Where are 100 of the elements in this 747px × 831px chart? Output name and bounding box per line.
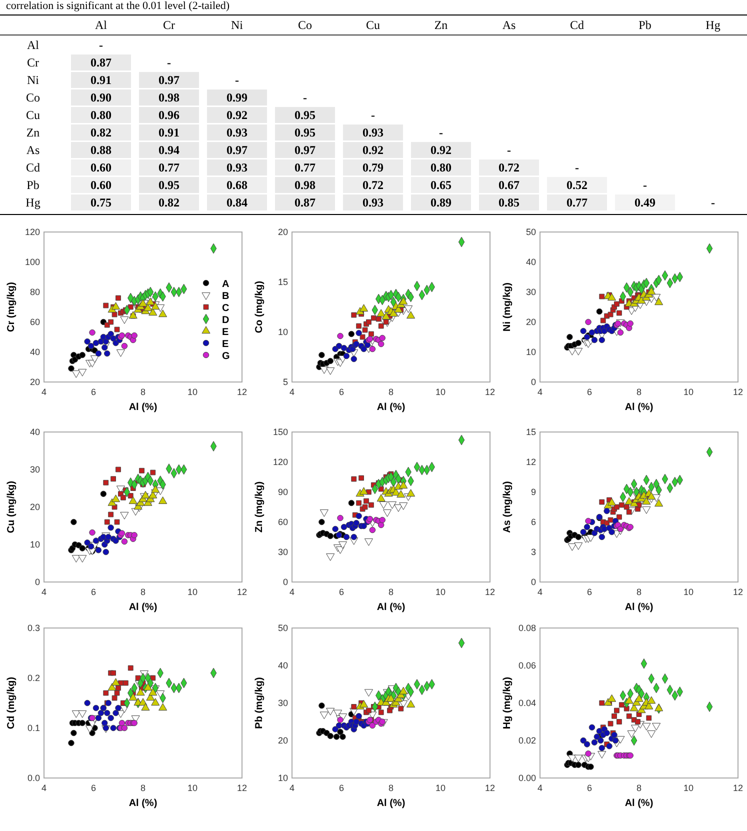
y-axis-title: Cu (mg/kg) [6, 480, 17, 534]
legend-label: A [222, 279, 230, 290]
y-tick-label: 6 [530, 517, 536, 527]
text: - [575, 160, 579, 174]
x-tick-label: Zn [434, 18, 448, 32]
y-tick-label: 15 [278, 277, 288, 287]
y-tick-label: 10 [278, 327, 288, 337]
data-label: 0.85 [498, 196, 520, 210]
y-tick-label: Pb [26, 178, 40, 192]
data-label: 0.84 [226, 196, 248, 210]
x-tick-label: Cr [163, 18, 176, 32]
data-label: 0.96 [158, 108, 180, 122]
x-tick-label: 12 [732, 587, 744, 597]
y-tick-label: Co [26, 90, 40, 104]
data-label: 0.82 [158, 196, 180, 210]
text: - [507, 143, 511, 157]
y-tick-label: 30 [30, 464, 40, 474]
y-axis-title: Zn (mg/kg) [254, 481, 265, 533]
y-tick-label: 0 [530, 577, 536, 587]
x-tick-label: 6 [338, 783, 344, 793]
y-axis-title: Hg (mg/kg) [502, 676, 513, 730]
text: - [235, 73, 239, 87]
data-label: 0.97 [226, 143, 248, 157]
data-label: 0.93 [226, 126, 248, 140]
y-tick-label: 40 [278, 660, 288, 670]
data-label: 0.72 [362, 178, 384, 192]
y-tick-label: 20 [278, 736, 288, 746]
x-tick-label: 6 [586, 387, 592, 397]
data-label: 0.75 [90, 196, 112, 210]
y-tick-label: 120 [24, 227, 40, 237]
x-tick-label: 8 [140, 387, 146, 397]
x-tick-label: 12 [236, 387, 248, 397]
data-label: 0.92 [430, 143, 452, 157]
data-label: 0.92 [362, 143, 384, 157]
y-tick-label: 10 [30, 540, 40, 550]
x-tick-label: 8 [388, 783, 394, 793]
text: - [643, 178, 647, 192]
y-tick-label: 20 [30, 502, 40, 512]
legend-label: D [222, 315, 230, 326]
y-tick-label: 0 [34, 577, 40, 587]
x-axis-title: Al (%) [624, 602, 654, 613]
y-tick-label: 0 [530, 377, 536, 387]
x-tick-label: 4 [41, 387, 47, 397]
data-label: 0.97 [294, 143, 316, 157]
data-label: 0.52 [566, 178, 588, 192]
x-tick-label: Ni [231, 18, 244, 32]
x-tick-label: 10 [683, 587, 694, 597]
y-tick-label: 40 [526, 257, 536, 267]
y-tick-label: As [26, 143, 40, 157]
x-tick-label: 12 [236, 587, 248, 597]
x-tick-label: Al [95, 18, 108, 32]
data-label: 0.98 [294, 178, 316, 192]
y-tick-label: 12 [526, 457, 536, 467]
data-label: 0.93 [362, 196, 384, 210]
y-tick-label: 0.06 [518, 660, 536, 670]
y-axis-title: As (mg/kg) [502, 481, 513, 533]
y-tick-label: 150 [272, 427, 288, 437]
data-label: 0.99 [226, 90, 248, 104]
y-tick-label: 20 [30, 377, 40, 387]
data-label: 0.93 [362, 126, 384, 140]
legend-label: G [222, 351, 230, 362]
x-tick-label: 8 [636, 587, 642, 597]
y-tick-label: 0 [282, 577, 288, 587]
y-axis-title: Cr (mg/kg) [6, 282, 17, 332]
x-tick-label: 4 [41, 587, 47, 597]
legend-label: C [222, 303, 230, 314]
x-tick-label: 12 [732, 387, 744, 397]
legend-label: E [222, 327, 229, 338]
x-tick-label: 4 [289, 587, 295, 597]
y-tick-label: 20 [526, 317, 536, 327]
x-tick-label: 6 [338, 387, 344, 397]
x-tick-label: 10 [187, 783, 198, 793]
x-axis-title: Al (%) [376, 602, 406, 613]
x-tick-label: 12 [236, 783, 248, 793]
x-tick-label: 6 [586, 783, 592, 793]
x-tick-label: 10 [435, 783, 446, 793]
data-label: 0.80 [90, 108, 112, 122]
y-tick-label: Al [27, 38, 40, 52]
y-tick-label: 50 [526, 227, 536, 237]
x-tick-label: 8 [140, 783, 146, 793]
data-label: 0.91 [158, 126, 180, 140]
x-tick-label: Co [298, 18, 312, 32]
text: - [371, 108, 375, 122]
x-tick-label: 4 [289, 387, 295, 397]
y-tick-label: 0.3 [27, 623, 40, 633]
data-label: 0.67 [498, 178, 520, 192]
x-tick-label: Cd [570, 18, 584, 32]
text: - [303, 90, 307, 104]
y-tick-label: 3 [530, 547, 536, 557]
y-axis-title: Pb (mg/kg) [254, 677, 265, 729]
x-tick-label: 6 [90, 387, 96, 397]
data-label: 0.91 [90, 73, 112, 87]
y-tick-label: 60 [30, 317, 40, 327]
data-label: 0.80 [430, 160, 452, 174]
y-tick-label: 30 [278, 547, 288, 557]
x-tick-label: 6 [338, 587, 344, 597]
data-label: 0.82 [90, 126, 112, 140]
x-tick-label: 12 [732, 783, 744, 793]
x-tick-label: 10 [683, 387, 694, 397]
x-tick-label: 8 [636, 387, 642, 397]
